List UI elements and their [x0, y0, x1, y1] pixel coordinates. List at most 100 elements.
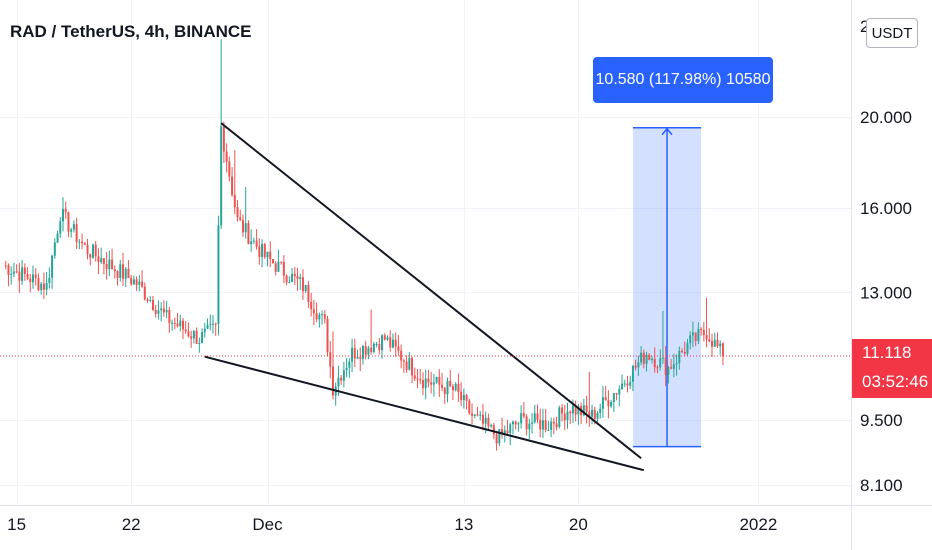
candle [397, 334, 400, 356]
candle [296, 267, 299, 291]
candle [21, 260, 24, 285]
last-price-badge: 11.118 03:52:46 [852, 339, 932, 398]
candle [42, 272, 45, 300]
candle [241, 214, 244, 237]
candle [446, 377, 449, 403]
candle [629, 375, 632, 390]
candle [533, 404, 536, 424]
candle [438, 369, 441, 397]
candle [255, 229, 258, 250]
candle [443, 386, 446, 404]
candle [569, 409, 572, 424]
candle [214, 322, 217, 336]
candle [585, 395, 588, 424]
candle [501, 417, 504, 439]
candle [146, 297, 149, 303]
candle [340, 375, 343, 385]
candle [498, 428, 501, 447]
candle [94, 240, 97, 262]
trendlines[interactable] [204, 122, 645, 472]
candle [45, 271, 48, 296]
candle [102, 258, 105, 275]
y-tick-label: 16.000 [860, 199, 912, 218]
candle [550, 417, 553, 438]
x-tick-label: 15 [7, 515, 26, 534]
x-axis-ticks[interactable]: 15 22 Dec 13 20 2022 [7, 515, 777, 534]
candle [285, 274, 288, 286]
candle [451, 383, 454, 401]
candle [667, 365, 670, 384]
candle [700, 327, 703, 336]
candle [280, 261, 283, 265]
candle [621, 374, 624, 391]
candle [293, 267, 296, 285]
candle [209, 314, 212, 331]
candle [239, 209, 242, 222]
bar-countdown: 03:52:46 [862, 372, 929, 391]
candle [187, 322, 190, 338]
last-price-value: 11.118 [862, 343, 912, 362]
candle [78, 239, 81, 250]
candle [514, 420, 517, 430]
trendline-upper[interactable] [220, 122, 642, 460]
candle [331, 331, 334, 400]
candle [269, 241, 272, 268]
candle [626, 375, 629, 393]
candle [449, 369, 452, 388]
candle [462, 388, 465, 409]
candle [361, 344, 364, 365]
candle [149, 295, 152, 303]
candle [686, 338, 689, 357]
candle [563, 404, 566, 430]
candle [427, 369, 430, 388]
candle [522, 402, 525, 419]
candle [203, 322, 206, 338]
candle [604, 385, 607, 401]
symbol-title[interactable]: RAD / TetherUS, 4h, BINANCE [10, 22, 252, 41]
candle [266, 251, 269, 267]
candle [130, 275, 133, 286]
candle [312, 299, 315, 326]
candle [56, 230, 59, 244]
candle [81, 233, 84, 250]
candle [162, 300, 165, 317]
candle [610, 399, 613, 408]
candle [400, 344, 403, 369]
candle [721, 342, 724, 366]
candle [672, 353, 675, 378]
candle [473, 414, 476, 419]
trendline-lower[interactable] [204, 355, 645, 472]
candle [72, 220, 75, 233]
candle [389, 330, 392, 352]
candle [683, 341, 686, 357]
currency-button[interactable]: USDT [866, 18, 918, 48]
x-tick-label: 22 [122, 515, 141, 534]
candle [179, 314, 182, 332]
candle [154, 304, 157, 318]
candle [310, 292, 313, 317]
candle [7, 263, 10, 287]
candle [656, 365, 659, 374]
y-axis-ticks[interactable]: 20.000 16.000 13.000 9.500 8.100 2 [860, 17, 912, 495]
candle [151, 295, 154, 312]
candle [10, 266, 13, 285]
candle [217, 215, 220, 336]
candle [100, 247, 103, 265]
candle [247, 220, 250, 245]
candle [138, 275, 141, 292]
candle [402, 358, 405, 373]
candle [323, 309, 326, 324]
candle [192, 330, 195, 344]
measure-range[interactable] [632, 126, 702, 448]
candle [364, 340, 367, 360]
candle [648, 353, 651, 361]
candle [460, 382, 463, 406]
candle [37, 273, 40, 292]
candle [381, 334, 384, 359]
candle [135, 276, 138, 292]
candle [479, 411, 482, 421]
candle [353, 338, 356, 368]
measure-label: 10.580 (117.98%) 10580 [593, 57, 773, 103]
candle [301, 269, 304, 300]
